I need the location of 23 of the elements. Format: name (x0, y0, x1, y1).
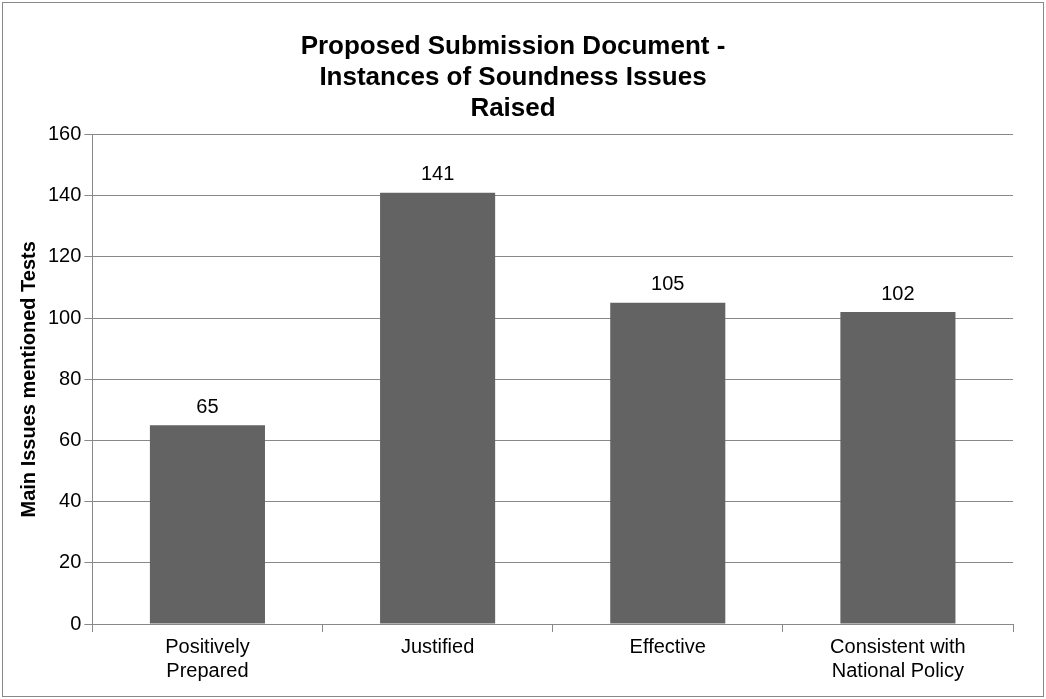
y-tick-label: 0 (70, 611, 82, 634)
x-tick-label: Positively Prepared (165, 634, 250, 681)
y-tick-label: 80 (59, 366, 82, 389)
data-label: 141 (420, 162, 455, 185)
y-tick-label: 160 (47, 122, 82, 145)
x-tick-label: Consistent with National Policy (830, 634, 966, 681)
y-tick-label: 120 (47, 244, 82, 267)
data-label: 65 (196, 394, 219, 417)
y-tick-label: 60 (59, 427, 82, 450)
y-tick-label: 40 (59, 489, 82, 512)
y-axis-title: Main Issues mentioned Tests (16, 241, 39, 518)
bar (380, 192, 496, 624)
data-label: 102 (881, 281, 915, 304)
y-tick-label: 20 (59, 550, 82, 573)
data-label: 105 (651, 272, 685, 295)
y-tick-label: 100 (47, 305, 82, 328)
bar (840, 312, 956, 624)
bar (610, 302, 726, 624)
y-tick-label: 140 (47, 183, 82, 206)
bar (149, 425, 265, 624)
x-tick-label: Effective (629, 634, 706, 657)
x-tick-label: Justified (400, 634, 475, 657)
chart-title: Proposed Submission Document - Instances of Soundness Issues Raised (300, 29, 726, 123)
